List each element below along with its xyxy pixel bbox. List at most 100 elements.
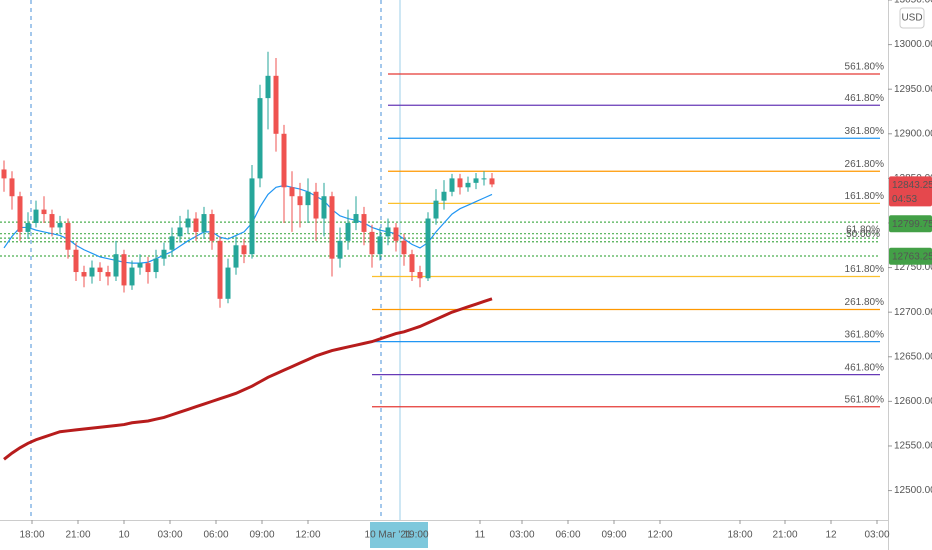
candle-body <box>337 240 343 259</box>
x-tick-label: 21:00 <box>772 530 797 541</box>
candle-body <box>241 245 247 255</box>
x-tick-label: 12:00 <box>647 530 672 541</box>
candle-body <box>393 227 399 241</box>
x-tick-label: 18:00 <box>727 530 752 541</box>
candle-body <box>489 178 495 185</box>
candle-body <box>89 267 95 277</box>
y-tick-label: 12500.00 <box>894 485 932 496</box>
x-tick-label: 03:00 <box>157 530 182 541</box>
countdown: 04:53 <box>892 194 917 205</box>
y-tick-label: 13000.00 <box>894 39 932 50</box>
fib-label: 461.80% <box>845 93 885 104</box>
candle-body <box>409 254 415 273</box>
candle-body <box>313 191 319 219</box>
candle-body <box>417 272 423 279</box>
guide-label: 50.00% <box>846 229 880 240</box>
x-tick-label: 11 <box>475 530 486 541</box>
candle-body <box>465 182 471 188</box>
x-tick-label: 10 <box>118 530 130 541</box>
price-tag <box>889 215 932 233</box>
candle-body <box>105 272 111 277</box>
candle-body <box>425 218 431 279</box>
candle-body <box>481 178 487 180</box>
y-tick-label: 12600.00 <box>894 396 932 407</box>
candle-body <box>121 254 127 286</box>
y-tick-label: 12700.00 <box>894 307 932 318</box>
price-tag-label: 12763.25 <box>892 251 932 262</box>
fib-label: 361.80% <box>845 126 885 137</box>
y-tick-label: 12550.00 <box>894 441 932 452</box>
x-tick-label: 06:00 <box>555 530 580 541</box>
candle-body <box>257 98 263 179</box>
price-tag-label: 12799.75 <box>892 219 932 230</box>
price-tag <box>889 247 932 265</box>
candle-body <box>177 227 183 237</box>
candle-body <box>209 214 215 241</box>
candle-body <box>9 178 15 197</box>
x-tick-label: 09:00 <box>249 530 274 541</box>
candle-body <box>329 196 335 259</box>
candle-body <box>25 222 31 232</box>
candle-body <box>33 209 39 223</box>
candle-body <box>201 214 207 232</box>
x-tick-label: 03:00 <box>864 530 889 541</box>
candle-body <box>113 254 119 277</box>
candle-body <box>281 133 287 188</box>
candle-body <box>297 196 303 206</box>
price-tag-label: 12843.25 <box>892 180 932 191</box>
candle-body <box>17 196 23 232</box>
moving-average <box>3 297 493 461</box>
candle-body <box>353 214 359 223</box>
candle-body <box>129 267 135 286</box>
candle-body <box>441 191 447 201</box>
candle-body <box>185 218 191 228</box>
candle-body <box>73 249 79 273</box>
x-tick-label: 12:00 <box>295 530 320 541</box>
crosshair-time: 19:00 <box>403 530 428 541</box>
candle-body <box>225 267 231 299</box>
candle-body <box>161 249 167 259</box>
candle-body <box>249 178 255 255</box>
candle-body <box>169 236 175 250</box>
x-tick-label: 09:00 <box>601 530 626 541</box>
fib-label: 261.80% <box>845 297 885 308</box>
y-tick-label: 12900.00 <box>894 128 932 139</box>
candle-body <box>273 75 279 134</box>
fib-label: 361.80% <box>845 329 885 340</box>
candle-body <box>137 263 143 268</box>
fib-label: 261.80% <box>845 159 885 170</box>
candle-body <box>449 178 455 192</box>
candle-body <box>41 209 47 215</box>
candle-body <box>65 222 71 250</box>
candle-body <box>385 227 391 237</box>
x-tick-label: 18:00 <box>19 530 44 541</box>
fib-label: 161.80% <box>845 264 885 275</box>
x-tick-label: 21:00 <box>65 530 90 541</box>
guide-label: 61.80% <box>846 224 880 235</box>
x-tick-label: 12 <box>825 530 837 541</box>
candle-body <box>153 258 159 273</box>
x-tick-label: 03:00 <box>509 530 534 541</box>
candle-body <box>433 200 439 219</box>
moving-average <box>3 184 493 264</box>
candle-body <box>369 231 375 255</box>
candle-body <box>473 178 479 183</box>
price-tag <box>889 176 932 207</box>
candle-body <box>81 272 87 277</box>
candle-body <box>401 240 407 255</box>
currency-box[interactable] <box>899 7 925 29</box>
fib-label: 461.80% <box>845 362 885 373</box>
candle-body <box>145 263 151 273</box>
currency-label: USD <box>901 13 922 24</box>
candle-body <box>49 214 55 228</box>
candle-body <box>361 214 367 232</box>
candle-body <box>1 169 7 179</box>
candle-body <box>305 191 311 206</box>
y-tick-label: 12650.00 <box>894 351 932 362</box>
candle-body <box>193 218 199 232</box>
candle-body <box>233 245 239 268</box>
candle-body <box>457 178 463 188</box>
candle-body <box>265 75 271 99</box>
candle-body <box>377 236 383 255</box>
